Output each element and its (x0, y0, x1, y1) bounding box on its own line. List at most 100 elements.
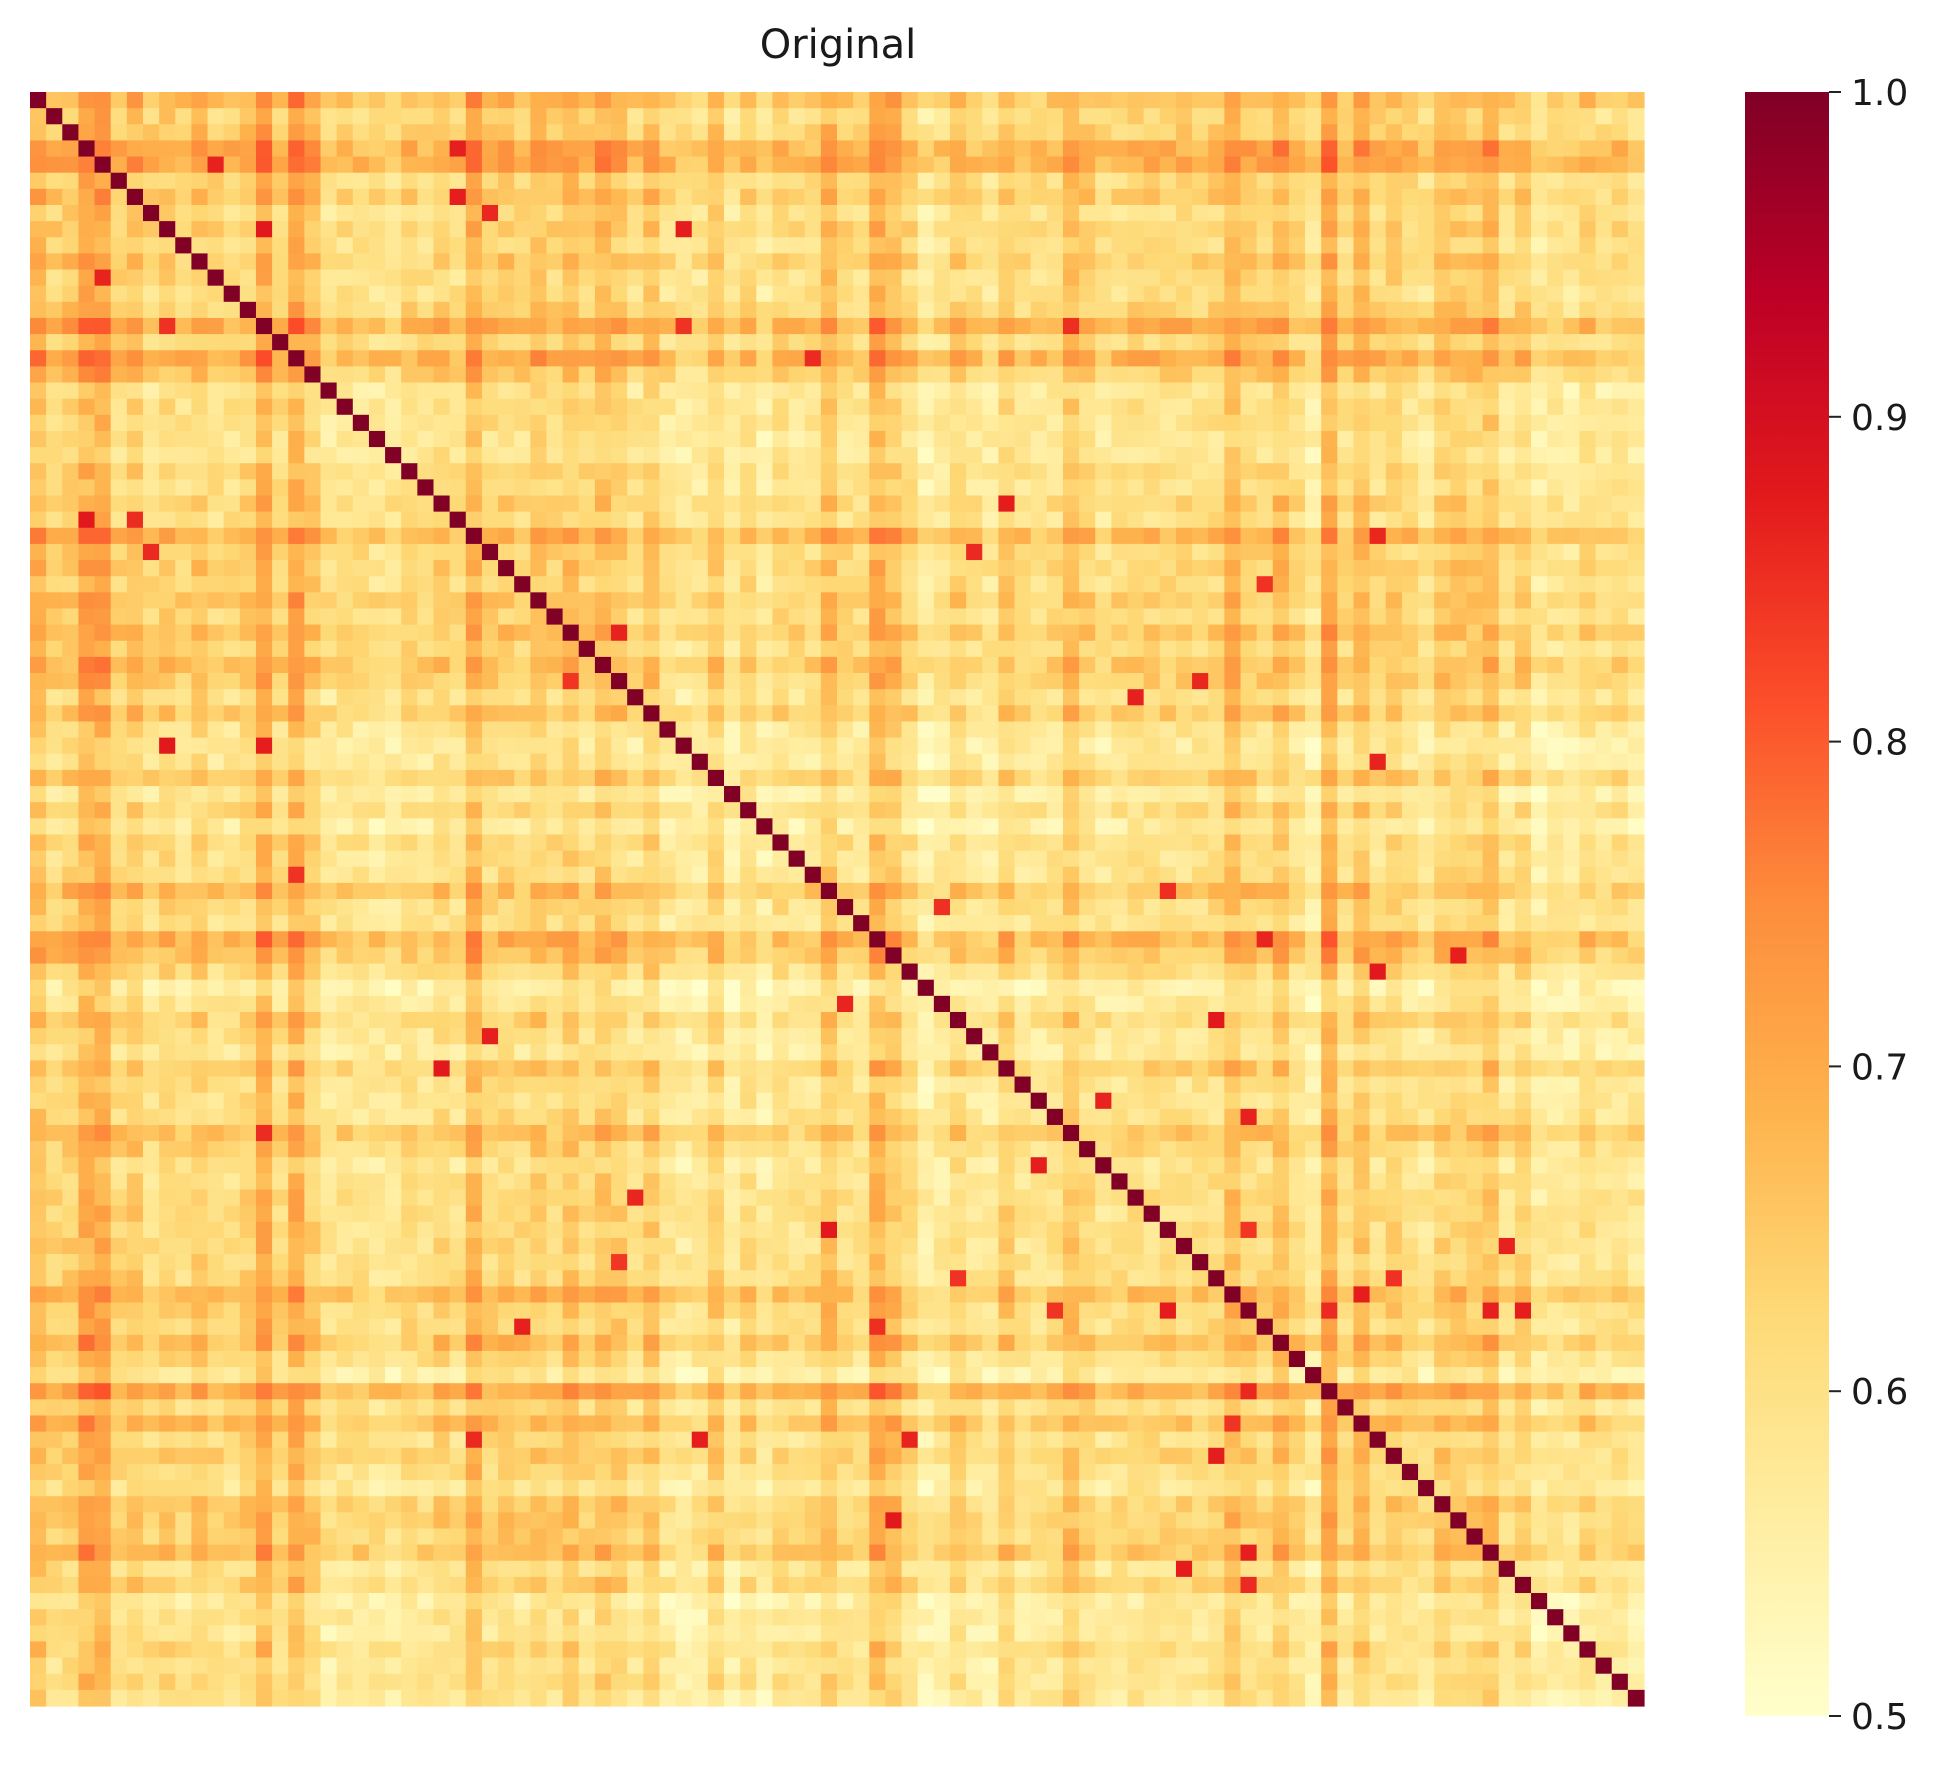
heatmap-cell (578, 689, 596, 706)
heatmap-cell (142, 350, 160, 367)
heatmap-cell (966, 850, 983, 868)
heatmap-cell (417, 269, 435, 287)
heatmap-cell (207, 124, 225, 142)
heatmap-cell (562, 511, 580, 529)
heatmap-cell (1514, 560, 1532, 577)
heatmap-cell (1353, 253, 1371, 271)
heatmap-cell (820, 398, 838, 416)
heatmap-cell (1418, 350, 1435, 367)
heatmap-cell (1434, 802, 1451, 819)
heatmap-cell (1127, 237, 1145, 254)
heatmap-cell (223, 866, 241, 884)
heatmap-cell (1256, 737, 1274, 755)
heatmap-cell (481, 592, 499, 610)
heatmap-cell (1143, 188, 1161, 206)
heatmap-cell (1208, 818, 1225, 836)
heatmap-cell (885, 608, 903, 626)
heatmap-cell (191, 269, 209, 287)
heatmap-cell (1498, 560, 1516, 577)
heatmap-cell (756, 463, 774, 480)
heatmap-cell (998, 543, 1016, 561)
heatmap-cell (1353, 689, 1371, 706)
heatmap-cell (368, 479, 386, 497)
heatmap-cell (1143, 204, 1161, 222)
heatmap-cell (1046, 108, 1064, 125)
heatmap-cell (1143, 317, 1161, 335)
heatmap-cell (933, 317, 951, 335)
heatmap-cell (869, 285, 887, 303)
heatmap-cell (756, 640, 774, 658)
heatmap-cell (255, 317, 273, 335)
heatmap-cell (933, 350, 951, 367)
heatmap-cell (78, 430, 96, 448)
heatmap-cell (1401, 866, 1419, 884)
heatmap-cell (1288, 608, 1306, 626)
heatmap-cell (982, 850, 999, 868)
heatmap-cell (675, 92, 693, 109)
heatmap-cell (1224, 237, 1242, 254)
heatmap-cell (917, 850, 935, 868)
heatmap-cell (966, 689, 983, 706)
heatmap-cell (1466, 850, 1484, 868)
heatmap-cell (917, 673, 935, 690)
heatmap-cell (1288, 721, 1306, 739)
heatmap-cell (207, 285, 225, 303)
heatmap-cell (707, 269, 725, 287)
heatmap-cell (352, 495, 370, 513)
heatmap-cell (1030, 608, 1048, 626)
heatmap-cell (272, 382, 289, 400)
heatmap-cell (659, 624, 677, 642)
heatmap-cell (901, 253, 919, 271)
heatmap-cell (401, 301, 418, 319)
heatmap-cell (1159, 705, 1177, 723)
heatmap-cell (853, 92, 870, 109)
heatmap-cell (772, 269, 790, 287)
heatmap-cell (1175, 769, 1193, 787)
heatmap-cell (1288, 866, 1306, 884)
heatmap-cell (1256, 463, 1274, 480)
heatmap-cell (368, 188, 386, 206)
heatmap-cell (110, 592, 128, 610)
heatmap-cell (385, 463, 402, 480)
heatmap-cell (1627, 92, 1645, 109)
heatmap-cell (1014, 350, 1032, 367)
heatmap-cell (304, 269, 322, 287)
heatmap-cell (1434, 124, 1451, 142)
heatmap-cell (917, 737, 935, 755)
heatmap-cell (1466, 108, 1484, 125)
heatmap-cell (1272, 221, 1290, 238)
heatmap-cell (546, 802, 564, 819)
heatmap-cell (514, 495, 531, 513)
heatmap-cell (223, 511, 241, 529)
heatmap-cell (78, 285, 96, 303)
heatmap-cell (1369, 124, 1387, 142)
heatmap-cell (804, 92, 822, 109)
heatmap-cell (175, 398, 192, 416)
heatmap-cell (1385, 237, 1403, 254)
heatmap-cell (1563, 140, 1581, 158)
heatmap-cell (417, 802, 435, 819)
heatmap-cell (1111, 769, 1129, 787)
heatmap-cell (304, 140, 322, 158)
heatmap-cell (1369, 608, 1387, 626)
heatmap-cell (304, 786, 322, 803)
heatmap-cell (498, 689, 515, 706)
heatmap-cell (1579, 253, 1597, 271)
heatmap-cell (837, 737, 854, 755)
heatmap-cell (1256, 188, 1274, 206)
heatmap-cell (1563, 188, 1581, 206)
heatmap-cell (885, 253, 903, 271)
heatmap-cell (1062, 656, 1080, 674)
heatmap-cell (1240, 285, 1258, 303)
heatmap-cell (288, 592, 305, 610)
heatmap-cell (449, 463, 467, 480)
heatmap-cell (1079, 527, 1096, 545)
heatmap-cell (94, 882, 112, 900)
heatmap-cell (1514, 172, 1532, 190)
heatmap-cell (917, 834, 935, 852)
heatmap-cell (1030, 495, 1048, 513)
heatmap-cell (223, 689, 241, 706)
heatmap-cell (530, 786, 548, 803)
heatmap-cell (659, 479, 677, 497)
heatmap-cell (110, 576, 128, 593)
